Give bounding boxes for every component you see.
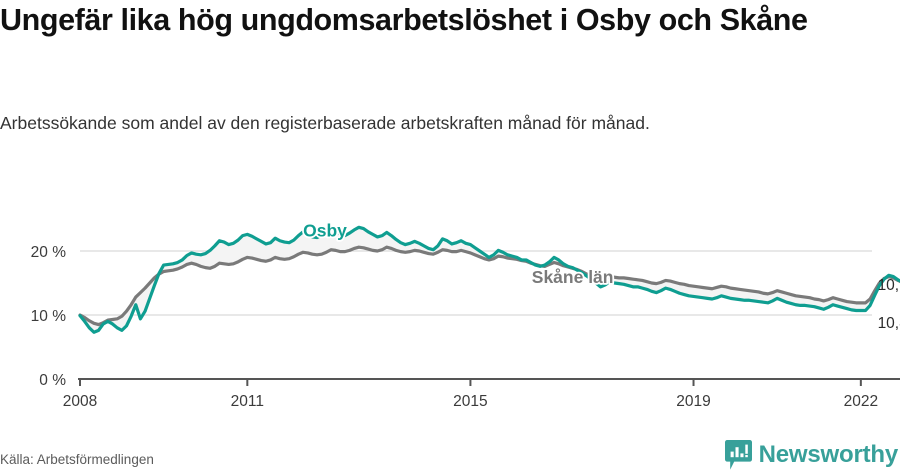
chart-series-lines xyxy=(78,225,900,334)
x-tick-label: 2015 xyxy=(453,393,487,410)
chart-x-tick-labels: 2008 2011 2015 2019 2022 xyxy=(63,393,878,410)
line-chart: 0 % 10 % 20 % 2008 2011 2015 2019 2022 Osby Skå… xyxy=(31,219,900,410)
newsworthy-brand: Newsworthy xyxy=(724,440,899,470)
brand-name-label: Newsworthy xyxy=(758,441,899,468)
chart-container: 0 % 10 % 20 % 2008 2011 2015 2019 2022 Osby Skå… xyxy=(0,196,900,424)
skane-series-label: Skåne län xyxy=(532,267,614,287)
page-subtitle: Arbetssökande som andel av den registerb… xyxy=(0,113,650,133)
x-tick-label: 2022 xyxy=(844,393,878,410)
osby-series-label: Osby xyxy=(303,220,347,240)
series-difference-band xyxy=(80,227,900,333)
skane-end-value-label: 10,8 % xyxy=(878,315,900,332)
chart-annotations: Osby Skåne län 10,9 % 10,8 % xyxy=(301,219,900,332)
source-credit: Källa: Arbetsförmedlingen xyxy=(0,452,154,467)
y-tick-label: 10 % xyxy=(31,308,67,325)
x-tick-label: 2011 xyxy=(231,393,264,410)
chart-x-axis xyxy=(78,378,900,386)
series-line-osby xyxy=(78,225,900,334)
newsworthy-bars-icon xyxy=(724,440,752,470)
chart-y-tick-labels: 0 % 10 % 20 % xyxy=(31,244,67,389)
y-tick-label: 0 % xyxy=(39,372,66,389)
x-tick-label: 2008 xyxy=(63,393,97,410)
page-title: Ungefär lika hög ungdomsarbetslöshet i O… xyxy=(0,3,808,37)
chart-series-areas xyxy=(80,227,900,333)
x-tick-label: 2019 xyxy=(676,393,710,410)
y-tick-label: 20 % xyxy=(31,244,67,261)
osby-end-value-label: 10,9 % xyxy=(878,277,900,294)
